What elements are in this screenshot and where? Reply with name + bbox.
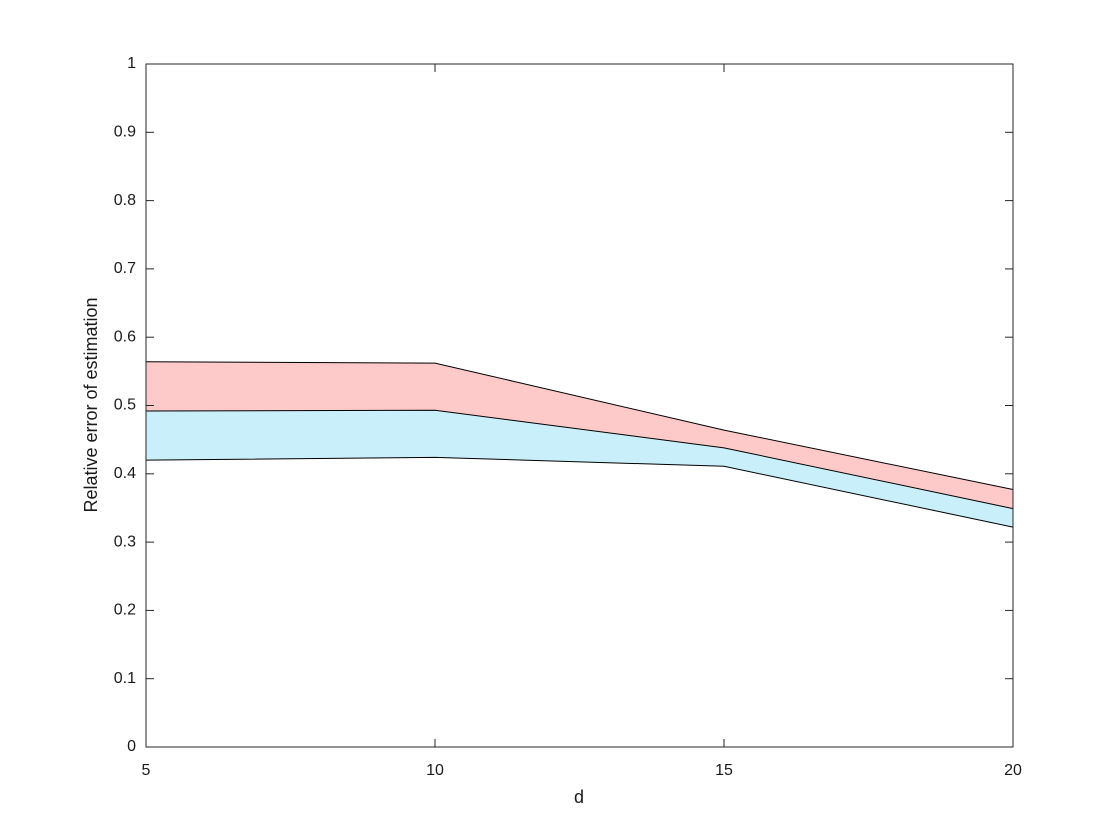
band-edge bbox=[145, 456, 1014, 528]
x-tick-label: 10 bbox=[426, 762, 444, 779]
x-tick-label: 5 bbox=[142, 762, 151, 779]
y-tick-label: 0.7 bbox=[114, 260, 136, 277]
y-tick-label: 0.2 bbox=[114, 602, 136, 619]
y-axis-label: Relative error of estimation bbox=[81, 297, 101, 512]
band-fill bbox=[146, 361, 1013, 509]
y-tick-label: 0.6 bbox=[114, 328, 136, 345]
band-edge bbox=[145, 409, 1014, 510]
y-tick-label: 0.1 bbox=[114, 670, 136, 687]
y-tick-label: 0.9 bbox=[114, 124, 136, 141]
y-tick-label: 0.4 bbox=[114, 465, 136, 482]
band-fill bbox=[146, 410, 1013, 528]
y-tick-label: 0 bbox=[127, 738, 136, 755]
y-tick-label: 0.8 bbox=[114, 192, 136, 209]
x-tick-label: 15 bbox=[715, 762, 733, 779]
y-tick-label: 1 bbox=[127, 55, 136, 72]
y-tick-label: 0.5 bbox=[114, 397, 136, 414]
x-axis-label: d bbox=[574, 787, 584, 807]
band-edge bbox=[145, 361, 1014, 490]
y-tick-label: 0.3 bbox=[114, 533, 136, 550]
x-tick-label: 20 bbox=[1004, 762, 1022, 779]
